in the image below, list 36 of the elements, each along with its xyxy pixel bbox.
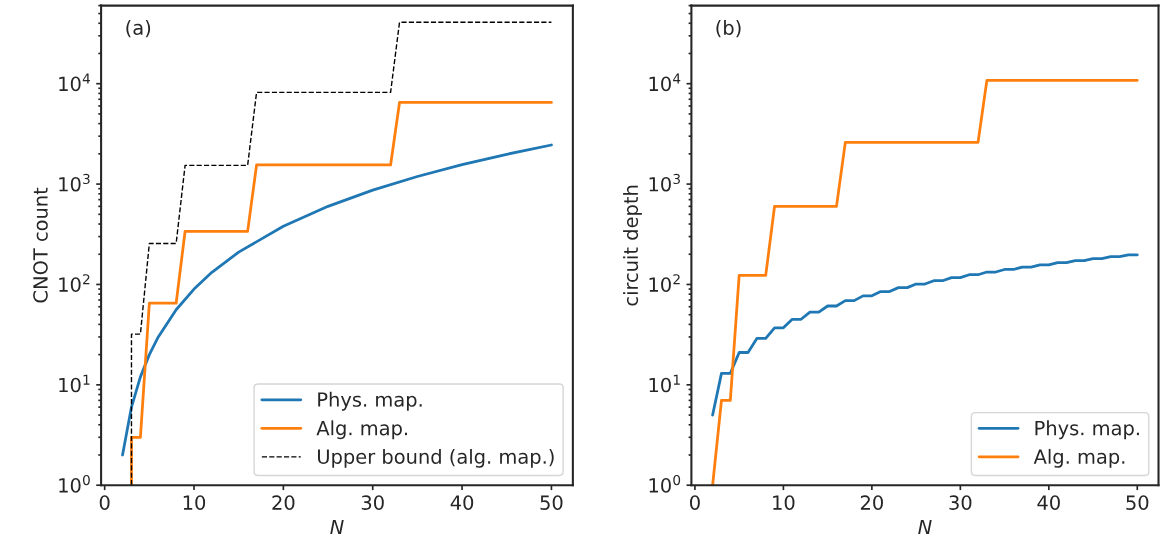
legend-label: Alg. map. bbox=[1033, 448, 1125, 468]
legend-label: Phys. map. bbox=[1035, 420, 1139, 440]
x-tick-label: 30 bbox=[949, 495, 972, 510]
y-axis-title: CNOT count bbox=[33, 187, 48, 303]
annotation: (b) bbox=[716, 19, 741, 38]
y-tick-label: 10$^{1}$ bbox=[59, 374, 90, 393]
x-tick-label: 50 bbox=[540, 495, 563, 510]
legend-label: Phys. map. bbox=[318, 391, 422, 411]
x-tick-label: 10 bbox=[183, 495, 206, 510]
x-axis-title: N bbox=[330, 519, 344, 535]
x-tick-label: 40 bbox=[450, 495, 474, 510]
x-tick-label: 10 bbox=[773, 495, 795, 510]
y-tick-label: 10$^{4}$ bbox=[649, 73, 681, 92]
x-tick-label: 0 bbox=[99, 495, 110, 510]
x-tick-label: 40 bbox=[1037, 495, 1060, 510]
x-axis-title: N bbox=[918, 519, 932, 535]
y-tick-label: 10$^{2}$ bbox=[59, 274, 90, 292]
line-series bbox=[711, 253, 1139, 417]
x-tick-label: 20 bbox=[860, 495, 883, 510]
y-axis-title: circuit depth bbox=[623, 185, 642, 306]
x-tick-label: 50 bbox=[1126, 495, 1149, 510]
y-tick-label: 10$^{3}$ bbox=[59, 173, 90, 192]
x-tick-label: 30 bbox=[361, 495, 384, 510]
legend-label: Upper bound (alg. map.) bbox=[318, 448, 554, 468]
y-tick-label: 10$^{3}$ bbox=[649, 173, 680, 192]
legend-label: Alg. map. bbox=[316, 420, 408, 440]
line-series bbox=[130, 101, 553, 486]
annotation: (a) bbox=[126, 20, 151, 38]
x-tick-label: 0 bbox=[690, 495, 700, 510]
line-series bbox=[711, 78, 1139, 486]
y-tick-label: 10$^{4}$ bbox=[59, 73, 90, 92]
y-tick-label: 10$^{0}$ bbox=[649, 474, 681, 493]
y-tick-label: 10$^{2}$ bbox=[649, 274, 680, 292]
y-tick-label: 10$^{1}$ bbox=[649, 374, 680, 393]
x-tick-label: 20 bbox=[272, 495, 295, 510]
y-tick-label: 10$^{0}$ bbox=[59, 474, 90, 493]
